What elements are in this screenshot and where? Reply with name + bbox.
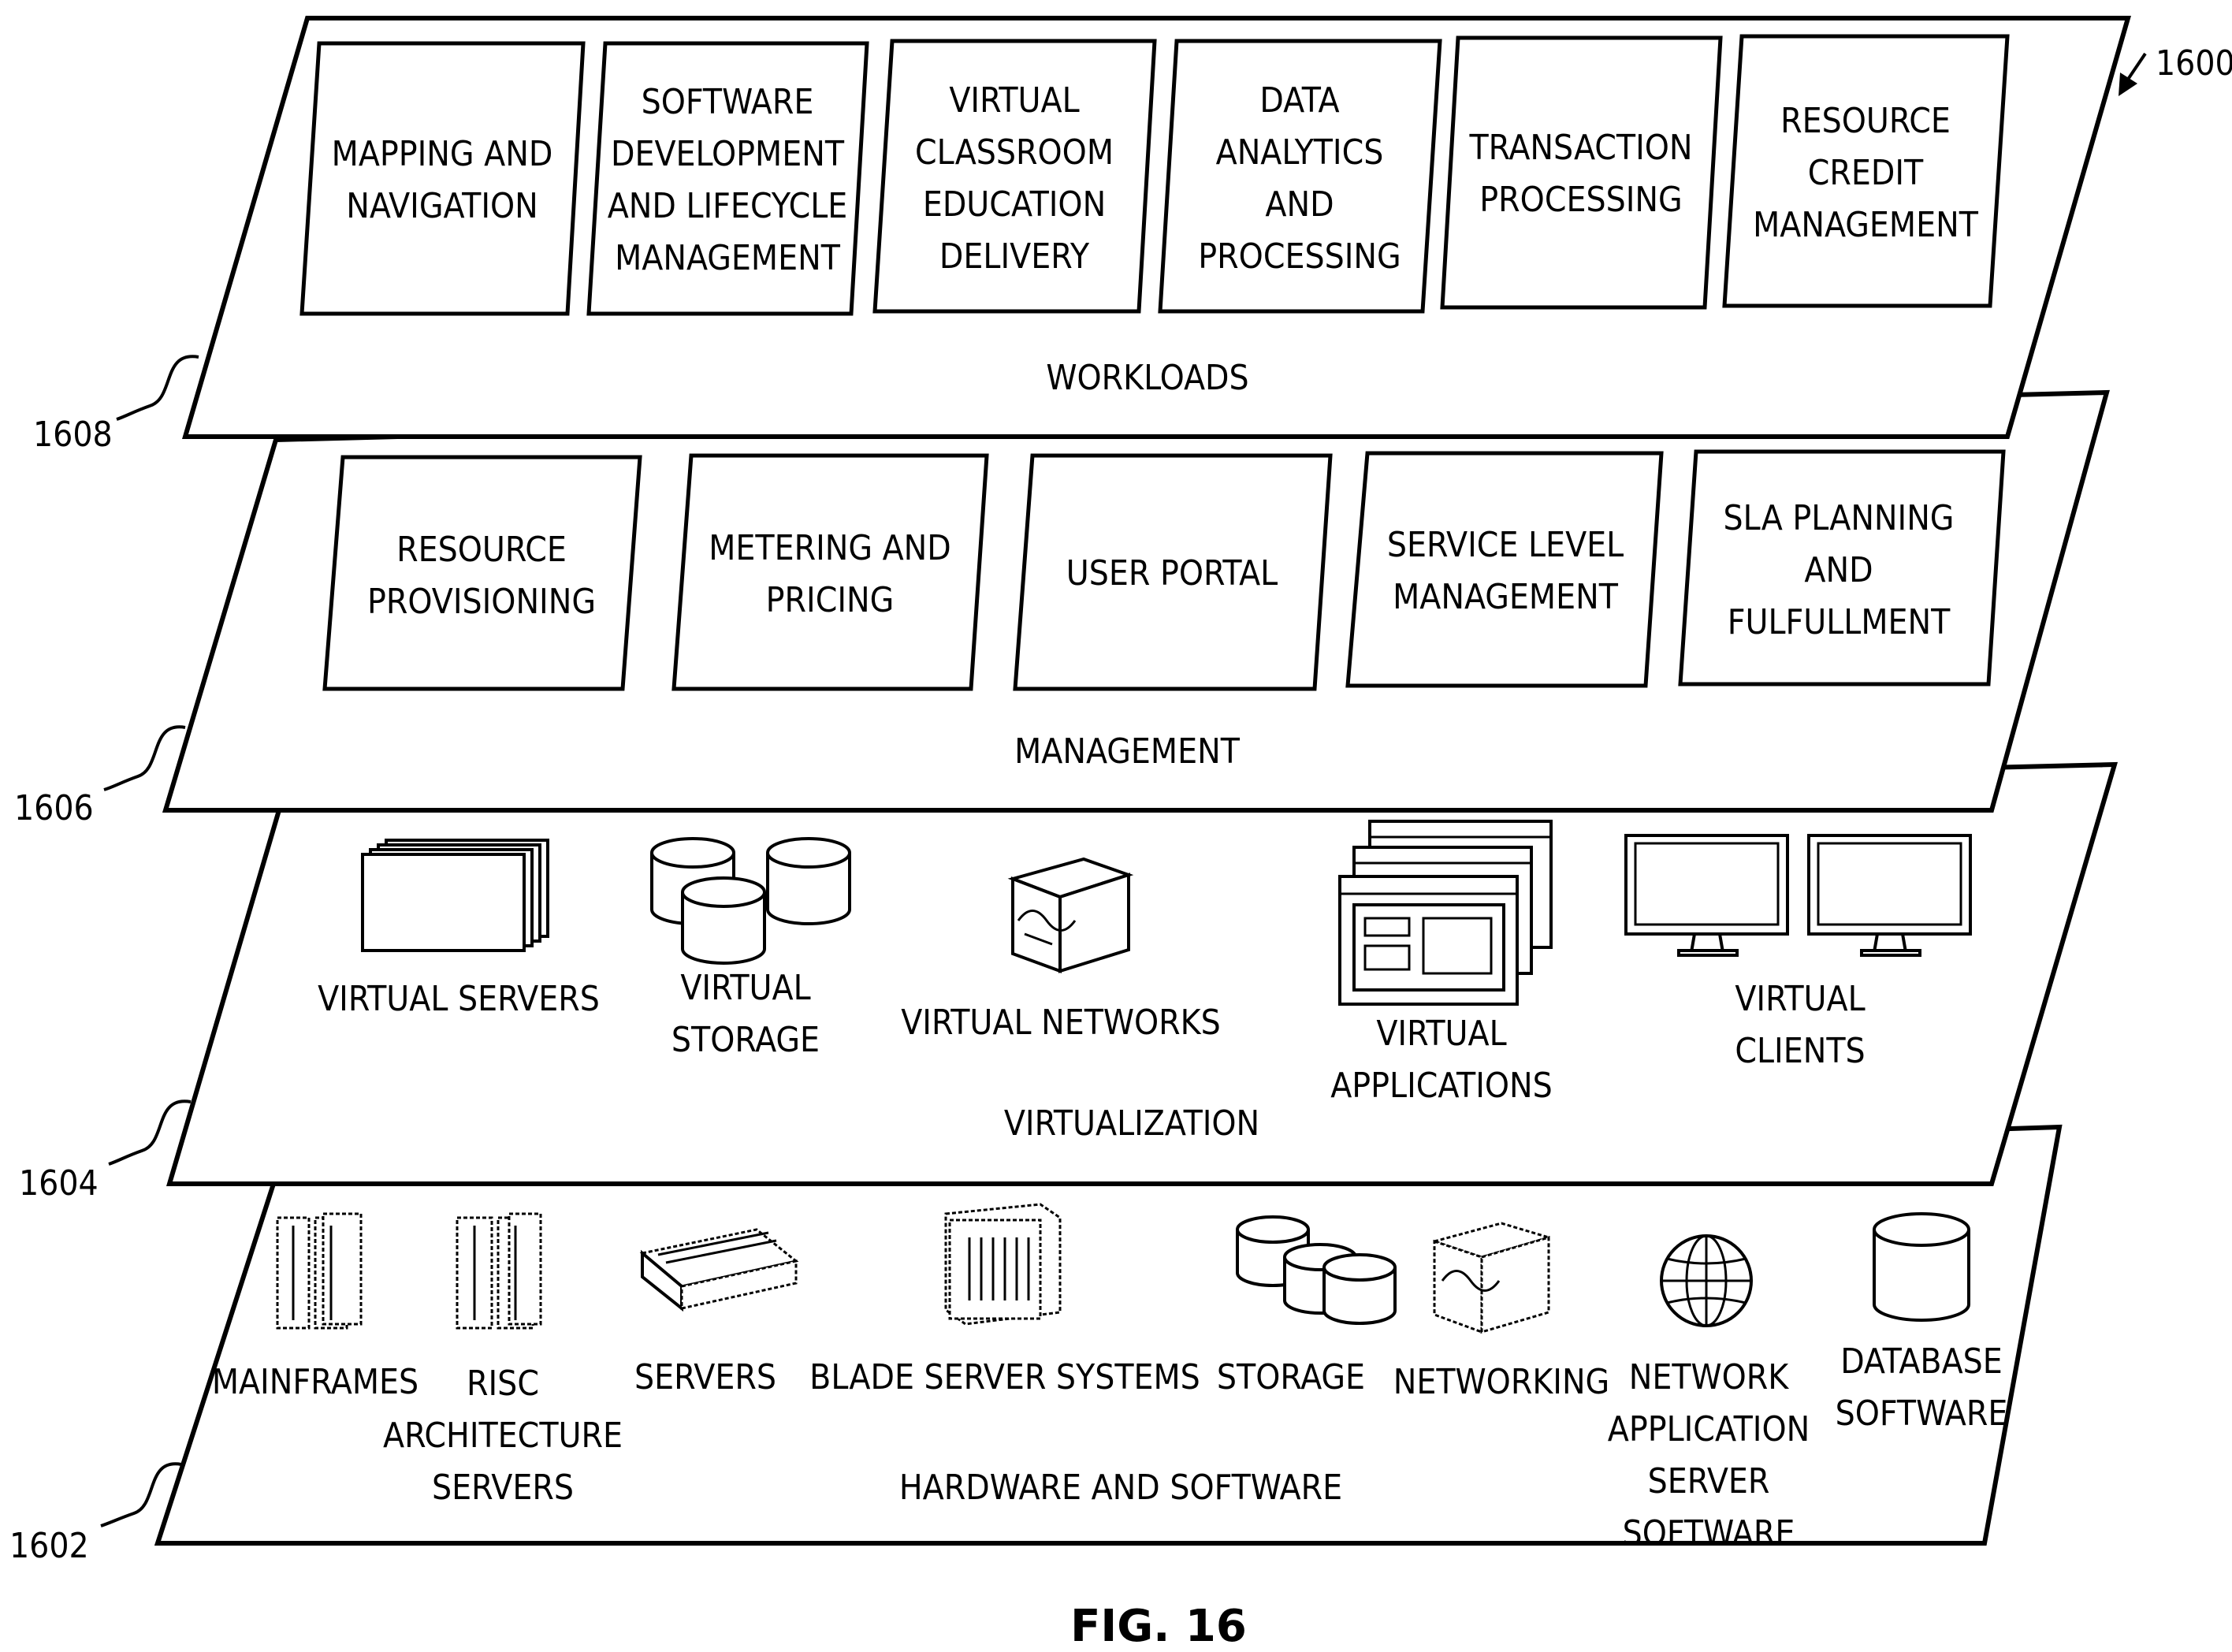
software-dev-label-1: SOFTWARE — [642, 82, 814, 122]
virtual-storage-label-1: VIRTUAL — [680, 968, 810, 1008]
network-app-server-label-1: NETWORK — [1629, 1357, 1790, 1397]
mapping-navigation-box — [302, 43, 583, 314]
reference-1600: 1600 — [2119, 43, 2232, 96]
virtual-applications-label-2: APPLICATIONS — [1330, 1066, 1553, 1106]
blade-server-icon — [946, 1204, 1060, 1324]
networking-label: NETWORKING — [1393, 1362, 1609, 1402]
mainframes-label: MAINFRAMES — [212, 1362, 418, 1402]
risc-label-1: RISC — [467, 1364, 539, 1404]
database-label-1: DATABASE — [1840, 1341, 2003, 1382]
user-portal-label: USER PORTAL — [1066, 553, 1278, 593]
metering-pricing-label-2: PRICING — [766, 580, 895, 620]
virtual-clients-label-2: CLIENTS — [1735, 1031, 1865, 1071]
transaction-processing-label-2: PROCESSING — [1479, 180, 1682, 220]
service-level-label-2: MANAGEMENT — [1393, 577, 1619, 617]
ref-1606-label: 1606 — [14, 788, 94, 828]
network-app-server-label-2: APPLICATION — [1608, 1409, 1810, 1449]
virtual-classroom-label-4: DELIVERY — [939, 236, 1090, 277]
software-dev-label-4: MANAGEMENT — [615, 238, 841, 278]
virtual-clients-label-1: VIRTUAL — [1735, 979, 1865, 1019]
globe-icon — [1661, 1236, 1751, 1326]
ref-1600-arrowhead — [2119, 73, 2137, 96]
metering-pricing-box — [674, 456, 987, 689]
resource-credit-label-1: RESOURCE — [1780, 101, 1951, 141]
workloads-title: WORKLOADS — [1046, 358, 1248, 398]
blade-server-label: BLADE SERVER SYSTEMS — [809, 1357, 1200, 1397]
ref-1604-label: 1604 — [19, 1163, 99, 1204]
software-dev-label-3: AND LIFECYCLE — [608, 186, 848, 226]
data-analytics-label-3: AND — [1265, 184, 1334, 225]
ref-1608-leader — [117, 356, 199, 419]
networking-icon — [1434, 1223, 1549, 1332]
virtual-servers-label: VIRTUAL SERVERS — [318, 979, 600, 1019]
virtual-servers-icon — [363, 840, 548, 951]
ref-1602-label: 1602 — [9, 1526, 89, 1566]
virtual-applications-label-1: VIRTUAL — [1376, 1014, 1506, 1054]
reference-1604: 1604 — [19, 1101, 191, 1204]
virtual-classroom-label-1: VIRTUAL — [949, 80, 1079, 121]
software-dev-label-2: DEVELOPMENT — [611, 134, 845, 174]
sla-planning-label-3: FULFULLMENT — [1728, 602, 1951, 642]
reference-1608: 1608 — [33, 356, 199, 455]
data-analytics-label-2: ANALYTICS — [1216, 132, 1384, 173]
mapping-navigation-label-1: MAPPING AND — [332, 134, 553, 174]
mainframes-icon — [277, 1214, 361, 1328]
ref-1608-label: 1608 — [33, 415, 113, 455]
resource-provisioning-box — [325, 457, 640, 689]
servers-label: SERVERS — [634, 1357, 776, 1397]
service-level-label-1: SERVICE LEVEL — [1387, 525, 1624, 565]
resource-credit-label-3: MANAGEMENT — [1753, 205, 1979, 245]
sla-planning-label-2: AND — [1804, 550, 1873, 590]
mapping-navigation-label-2: NAVIGATION — [346, 186, 538, 226]
service-level-management-box — [1348, 453, 1661, 686]
database-icon — [1874, 1214, 1969, 1320]
figure-caption: FIG. 16 — [1070, 1601, 1247, 1652]
virtual-classroom-label-3: EDUCATION — [923, 184, 1106, 225]
virtual-classroom-label-2: CLASSROOM — [915, 132, 1114, 173]
sla-planning-label-1: SLA PLANNING — [1724, 498, 1955, 538]
transaction-processing-label-1: TRANSACTION — [1468, 128, 1692, 168]
risc-server-icon — [457, 1214, 541, 1328]
reference-1606: 1606 — [14, 727, 185, 828]
virtual-storage-label-2: STORAGE — [671, 1020, 820, 1060]
metering-pricing-label-1: METERING AND — [709, 528, 951, 568]
hardware-software-title: HARDWARE AND SOFTWARE — [899, 1468, 1342, 1508]
storage-label: STORAGE — [1217, 1357, 1365, 1397]
virtual-networks-label: VIRTUAL NETWORKS — [901, 1003, 1221, 1043]
workloads-layer: WORKLOADS MAPPING AND NAVIGATION SOFTWAR… — [185, 18, 2128, 437]
ref-1600-label: 1600 — [2156, 43, 2232, 84]
network-app-server-label-3: SERVER — [1648, 1461, 1770, 1501]
resource-provisioning-label-1: RESOURCE — [396, 530, 567, 570]
risc-label-3: SERVERS — [432, 1468, 574, 1508]
database-label-2: SOFTWARE — [1836, 1393, 2008, 1434]
hardware-software-layer: HARDWARE AND SOFTWARE MAINFRAMES RISC AR… — [158, 1127, 2059, 1553]
reference-1602: 1602 — [9, 1464, 181, 1566]
network-app-server-label-4: SOFTWARE — [1623, 1513, 1795, 1553]
virtualization-title: VIRTUALIZATION — [1004, 1103, 1259, 1144]
risc-label-2: ARCHITECTURE — [383, 1416, 623, 1456]
management-layer: MANAGEMENT RESOURCE PROVISIONING METERIN… — [166, 393, 2107, 810]
data-analytics-label-1: DATA — [1259, 80, 1339, 121]
data-analytics-label-4: PROCESSING — [1198, 236, 1401, 277]
transaction-processing-box — [1442, 38, 1720, 307]
virtual-networks-icon — [1013, 859, 1129, 971]
virtualization-layer: VIRTUALIZATION VIRTUAL SERVERS VIRTUAL S… — [169, 765, 2115, 1184]
resource-credit-label-2: CREDIT — [1808, 153, 1924, 193]
resource-provisioning-label-2: PROVISIONING — [367, 582, 596, 622]
management-title: MANAGEMENT — [1014, 731, 1241, 772]
